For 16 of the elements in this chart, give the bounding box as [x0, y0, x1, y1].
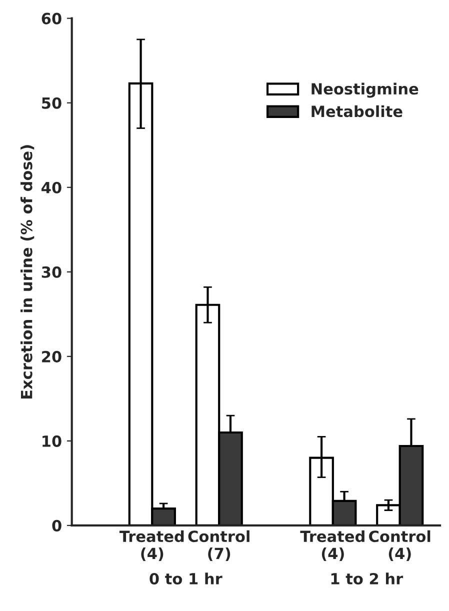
x-tick-label: Control (4) [369, 530, 430, 562]
text: 1 to 2 hr [331, 572, 404, 585]
text: 0 to 1 hr [150, 572, 222, 585]
x-tick-label: Treated (4) [119, 530, 184, 562]
y-tick-label: 20 [42, 350, 62, 362]
y-tick-label: 30 [42, 266, 62, 278]
y-tick-label: 10 [42, 435, 62, 447]
legend-label: Metabolite [312, 105, 402, 118]
y-axis-title: Excretion in urine (% of dose) [20, 145, 34, 399]
x-tick-label: Treated (4) [300, 530, 364, 562]
y-tick-label: 0 [52, 520, 62, 532]
y-tick-label: 60 [42, 12, 62, 24]
y-tick-label: 50 [42, 97, 62, 109]
y-tick-label: 40 [42, 182, 62, 194]
legend-label: Neostigmine [312, 82, 418, 98]
x-tick-label: Control (7) [188, 530, 250, 562]
